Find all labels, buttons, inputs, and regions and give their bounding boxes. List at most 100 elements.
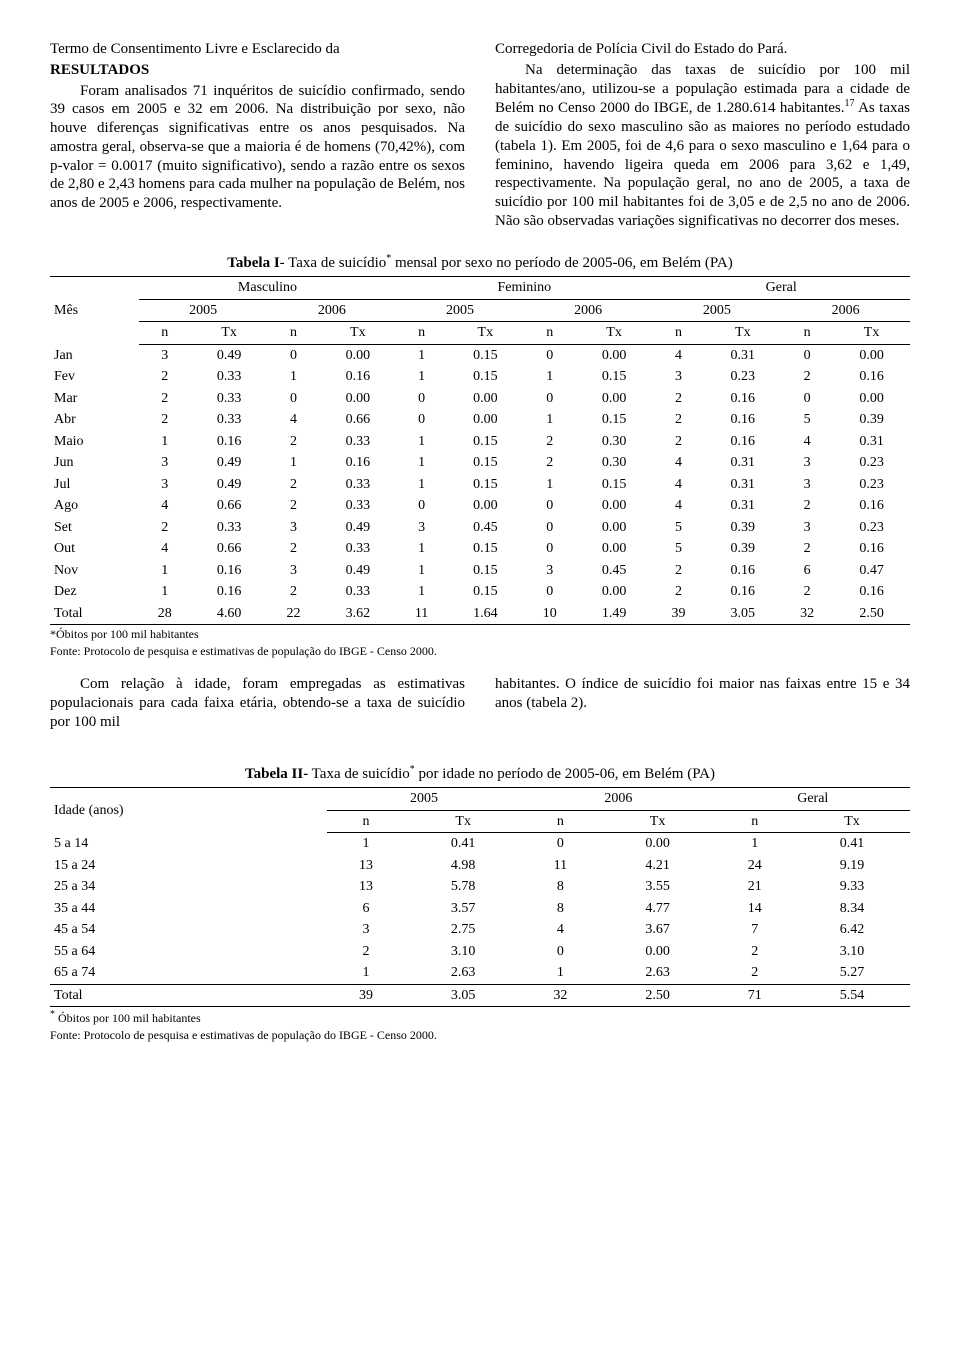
table1-cell: 0.15 (447, 581, 524, 603)
table1-row-label: Set (50, 517, 139, 539)
table1-cell: 0 (524, 517, 576, 539)
table-row: 5 a 1410.4100.0010.41 (50, 833, 910, 855)
table2-total-cell: 3.05 (405, 984, 521, 1007)
table1-cell: 2 (781, 581, 833, 603)
table1-total-cell: 28 (139, 603, 191, 625)
table-row: Dez10.1620.3310.1500.0020.1620.16 (50, 581, 910, 603)
table1-cell: 1 (396, 431, 447, 453)
table2-row-label: 5 a 14 (50, 833, 327, 855)
table1-cell: 0.15 (447, 344, 524, 366)
right-p2: Na determinação das taxas de suicídio po… (495, 61, 910, 231)
table2-cell: 9.33 (794, 876, 910, 898)
table1-cell: 2 (139, 388, 191, 410)
table1-sub-header: n (781, 322, 833, 345)
table2-cell: 1 (716, 833, 794, 855)
table1-cell: 0.31 (833, 431, 910, 453)
table-row: Nov10.1630.4910.1530.4520.1660.47 (50, 560, 910, 582)
table1-cell: 2 (139, 409, 191, 431)
table2-group-header: 2005 (327, 788, 521, 811)
table2-cell: 2.63 (600, 962, 716, 984)
table1-cell: 1 (267, 366, 319, 388)
table1-cell: 5 (652, 517, 704, 539)
table1-cell: 0.66 (319, 409, 396, 431)
table1-cell: 0 (524, 388, 576, 410)
table1-cell: 0.00 (576, 388, 653, 410)
table-row: Set20.3330.4930.4500.0050.3930.23 (50, 517, 910, 539)
table2-cell: 3.10 (405, 941, 521, 963)
table1-cell: 0.31 (704, 495, 781, 517)
table2: Idade (anos)20052006GeralnTxnTxnTx5 a 14… (50, 787, 910, 1007)
table2-cell: 0.41 (794, 833, 910, 855)
table2-cell: 1 (327, 962, 405, 984)
table-row: Jun30.4910.1610.1520.3040.3130.23 (50, 452, 910, 474)
table1-total-row: Total284.60223.62111.64101.49393.05322.5… (50, 603, 910, 625)
table2-cell: 3.67 (600, 919, 716, 941)
table2-sub-header: n (521, 810, 599, 833)
table1-cell: 0.00 (576, 581, 653, 603)
table1-cell: 3 (781, 474, 833, 496)
table1-cell: 0.16 (833, 581, 910, 603)
table2-cell: 6.42 (794, 919, 910, 941)
table1-cell: 0 (396, 409, 447, 431)
table1-cell: 0.16 (704, 581, 781, 603)
table1-cell: 0.49 (191, 452, 268, 474)
table2-cell: 2.75 (405, 919, 521, 941)
table1-cell: 0.00 (833, 388, 910, 410)
table1-cell: 0.39 (704, 538, 781, 560)
table1-cell: 0.23 (833, 517, 910, 539)
table1-cell: 1 (524, 474, 576, 496)
table1-row-label: Ago (50, 495, 139, 517)
table1-year-header: 2005 (139, 299, 268, 322)
table1-cell: 0.00 (447, 388, 524, 410)
table1-cell: 0.16 (704, 409, 781, 431)
table1-cell: 0.15 (576, 366, 653, 388)
table1-year-header: 2006 (267, 299, 396, 322)
table1-group-header: Masculino (139, 277, 396, 300)
table1-cell: 2 (781, 538, 833, 560)
table1-cell: 1 (396, 344, 447, 366)
table1-cell: 0.23 (833, 474, 910, 496)
table1-total-cell: 1.64 (447, 603, 524, 625)
table1-total-cell: 22 (267, 603, 319, 625)
table1-sub-header: n (524, 322, 576, 345)
table1-cell: 4 (652, 452, 704, 474)
table1-cell: 0.00 (447, 409, 524, 431)
table1-cell: 0.15 (576, 474, 653, 496)
left-p1: Termo de Consentimento Livre e Esclareci… (50, 40, 465, 59)
table1-sub-header: n (396, 322, 447, 345)
table1-cell: 3 (139, 452, 191, 474)
table2-cell: 4.21 (600, 855, 716, 877)
table2-cell: 21 (716, 876, 794, 898)
table2-title: Tabela II- Taxa de suicídio* por idade n… (50, 764, 910, 784)
table2-total-cell: 32 (521, 984, 599, 1007)
table1-year-header: 2006 (781, 299, 910, 322)
table-row: Jul30.4920.3310.1510.1540.3130.23 (50, 474, 910, 496)
table1-cell: 0.15 (447, 366, 524, 388)
table2-cell: 24 (716, 855, 794, 877)
table2-sub-header: n (327, 810, 405, 833)
table2-total-label: Total (50, 984, 327, 1007)
table1-cell: 0.33 (191, 366, 268, 388)
table1-cell: 5 (781, 409, 833, 431)
table1-cell: 2 (781, 495, 833, 517)
table1-cell: 0.16 (191, 560, 268, 582)
table2-total-cell: 71 (716, 984, 794, 1007)
table1-cell: 1 (139, 431, 191, 453)
table1-cell: 0.31 (704, 344, 781, 366)
table1-cell: 0.15 (576, 409, 653, 431)
table1: MêsMasculinoFemininoGeral200520062005200… (50, 276, 910, 625)
table1-cell: 4 (781, 431, 833, 453)
table1-cell: 3 (781, 517, 833, 539)
table1-title: Tabela I- Taxa de suicídio* mensal por s… (50, 253, 910, 273)
table1-cell: 3 (524, 560, 576, 582)
table1-cell: 0 (524, 538, 576, 560)
table1-cell: 1 (524, 409, 576, 431)
table1-cell: 3 (781, 452, 833, 474)
table1-sub-header: n (139, 322, 191, 345)
table2-footnote2: Fonte: Protocolo de pesquisa e estimativ… (50, 1028, 910, 1043)
table1-cell: 0.45 (447, 517, 524, 539)
table2-cell: 13 (327, 855, 405, 877)
table1-cell: 0 (524, 581, 576, 603)
table1-cell: 0 (267, 388, 319, 410)
table2-row-label: 45 a 54 (50, 919, 327, 941)
